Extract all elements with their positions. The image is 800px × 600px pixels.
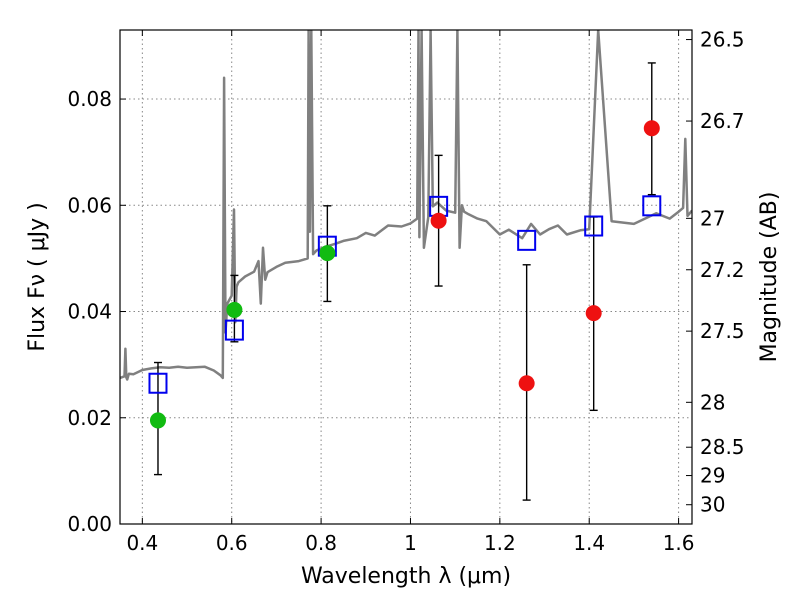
y-tick-label: 0.04 xyxy=(67,300,112,324)
x-tick-labels: 0.4 0.6 0.8 1 1.2 1.4 1.6 xyxy=(126,531,694,555)
red-data-point xyxy=(643,120,660,137)
right-tick-label: 28.5 xyxy=(700,435,745,459)
sed-line xyxy=(120,30,692,381)
x-tick-label: 1 xyxy=(404,531,417,555)
model-square-marker xyxy=(642,195,662,217)
plot-frame xyxy=(119,29,693,525)
right-tick-label: 28 xyxy=(700,390,725,414)
model-square-marker xyxy=(148,372,168,394)
y-tick-label: 0.02 xyxy=(67,406,112,430)
x-tick-label: 0.6 xyxy=(216,531,248,555)
y-tick-label: 0.08 xyxy=(67,87,112,111)
x-tick-label: 1.6 xyxy=(663,531,695,555)
right-axis-label: Magnitude (AB) xyxy=(757,192,782,363)
right-tick-label: 27.2 xyxy=(700,258,745,282)
error-bars xyxy=(153,62,656,501)
right-tick-label: 26.7 xyxy=(700,109,745,133)
data-markers xyxy=(149,120,660,429)
y-axis-label: Flux Fν ( μJy ) xyxy=(25,202,50,351)
green-data-point xyxy=(149,412,166,429)
x-axis-label: Wavelength λ (μm) xyxy=(301,564,511,589)
red-data-point xyxy=(430,212,447,229)
right-tick-label: 29 xyxy=(700,464,725,488)
model-square-marker xyxy=(584,215,604,237)
red-data-point xyxy=(585,305,602,322)
sed-spectrum xyxy=(120,30,692,381)
right-tick-label: 27.5 xyxy=(700,319,745,343)
right-tick-labels: 26.5 26.7 27 27.2 27.5 28 28.5 29 30 xyxy=(700,28,745,517)
y-tick-label: 0.06 xyxy=(67,193,112,217)
model-markers xyxy=(148,195,662,394)
right-tick-label: 27 xyxy=(700,206,725,230)
right-tick-label: 30 xyxy=(700,493,725,517)
y-tick-label: 0.00 xyxy=(67,512,112,536)
gridlines xyxy=(120,30,692,524)
model-square-marker xyxy=(224,319,244,341)
red-data-point xyxy=(518,375,535,392)
y-tick-labels: 0.00 0.02 0.04 0.06 0.08 xyxy=(67,87,112,536)
x-tick-label: 0.8 xyxy=(305,531,337,555)
green-data-point xyxy=(319,245,336,262)
x-tick-label: 0.4 xyxy=(126,531,158,555)
x-tick-label: 1.2 xyxy=(484,531,516,555)
green-data-point xyxy=(226,301,243,318)
model-square-marker xyxy=(517,229,537,251)
x-tick-label: 1.4 xyxy=(573,531,605,555)
right-tick-label: 26.5 xyxy=(700,28,745,52)
ticks xyxy=(120,30,692,525)
